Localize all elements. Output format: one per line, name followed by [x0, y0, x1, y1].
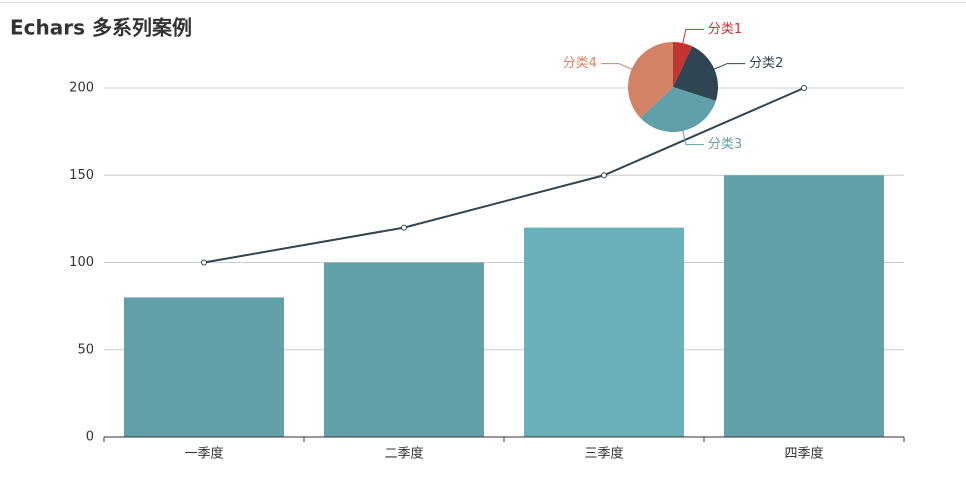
pie-slice — [628, 42, 673, 118]
x-tick-label: 一季度 — [184, 446, 223, 462]
y-tick-label: 50 — [77, 342, 94, 357]
y-tick-label: 0 — [86, 430, 94, 445]
pie-slice — [673, 46, 718, 101]
y-tick-label: 200 — [69, 81, 94, 96]
line-point — [801, 85, 807, 91]
pie-leader — [682, 130, 704, 146]
pie-slice — [640, 87, 716, 132]
bar — [124, 297, 284, 437]
x-tick-label: 二季度 — [384, 446, 423, 462]
pie-label: 分类1 — [708, 22, 742, 37]
bar — [724, 175, 884, 437]
x-tick-label: 三季度 — [584, 446, 623, 462]
y-tick-label: 100 — [69, 255, 94, 270]
pie-leader — [682, 28, 704, 44]
bar — [524, 227, 684, 437]
y-tick-label: 150 — [69, 168, 94, 183]
pie-slice — [673, 42, 693, 87]
x-tick-label: 四季度 — [784, 446, 823, 462]
pie-leader — [600, 63, 632, 70]
line — [203, 87, 805, 264]
line-point — [401, 224, 407, 231]
line-point — [601, 172, 607, 179]
bar — [324, 262, 484, 437]
pie-label: 分类4 — [563, 56, 597, 71]
pie-label: 分类2 — [749, 56, 783, 71]
chart-title: Echars 多系列案例 — [10, 16, 192, 40]
pie-leader — [714, 63, 746, 70]
pie-label: 分类3 — [708, 137, 742, 152]
line-point — [201, 259, 207, 266]
